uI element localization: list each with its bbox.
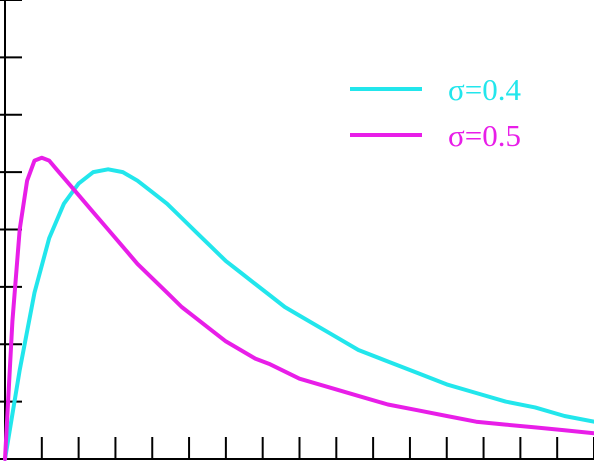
series-line-0 bbox=[3, 167, 594, 461]
legend-label-sigma-0-4: σ=0.4 bbox=[448, 72, 521, 107]
legend-item-sigma-0-4: σ=0.4 bbox=[350, 72, 521, 107]
legend: σ=0.4 σ=0.5 bbox=[350, 72, 521, 153]
x-axis-ticks bbox=[40, 437, 594, 459]
legend-label-sigma-0-5: σ=0.5 bbox=[448, 118, 521, 153]
series-lines bbox=[3, 155, 594, 461]
series-line-1 bbox=[3, 155, 594, 461]
y-axis-ticks bbox=[0, 0, 22, 403]
legend-item-sigma-0-5: σ=0.5 bbox=[350, 118, 521, 153]
